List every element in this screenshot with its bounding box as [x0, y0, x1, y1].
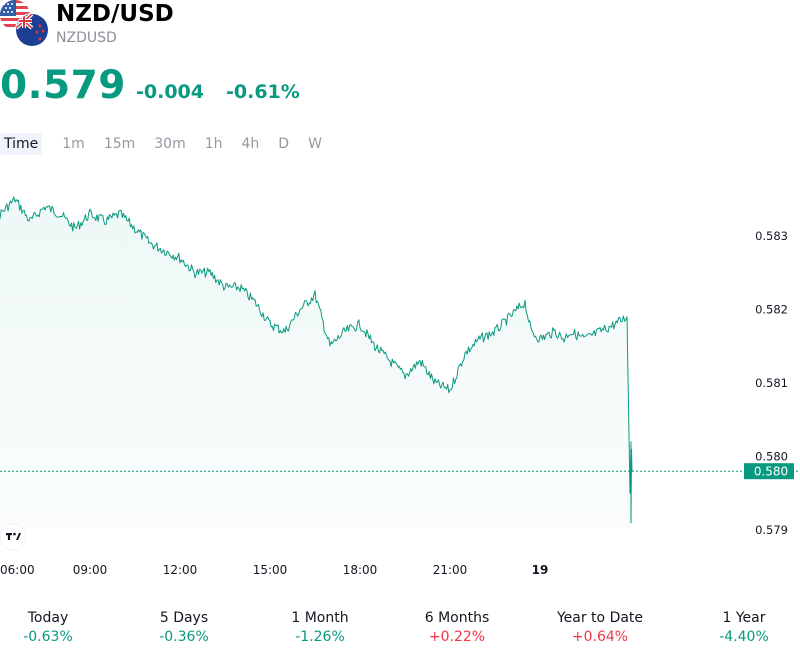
perf-label: Today: [27, 610, 69, 626]
perf-label: 1 Year: [722, 610, 766, 626]
perf-label: Year to Date: [556, 610, 644, 626]
interval-time[interactable]: Time: [0, 133, 43, 155]
perf-value: -0.63%: [23, 629, 73, 645]
x-tick-label: 15:00: [253, 563, 288, 577]
x-tick-label: 12:00: [163, 563, 198, 577]
last-price-tag: [744, 463, 794, 480]
perf-value: -4.40%: [719, 629, 769, 645]
y-tick-label: 0.583: [755, 229, 788, 243]
perf-value: +0.22%: [428, 629, 486, 645]
perf-1-month[interactable]: 1 Month -1.26%: [260, 610, 380, 645]
interval-30m[interactable]: 30m: [154, 136, 186, 152]
interval-d[interactable]: D: [278, 136, 290, 152]
perf-year-to-date[interactable]: Year to Date +0.64%: [540, 610, 660, 645]
perf-today[interactable]: Today -0.63%: [0, 610, 108, 645]
perf-label: 6 Months: [424, 610, 490, 626]
price-chart[interactable]: 0.580 0.583 0.582 0.581 0.580 0.579 06:00 09:0…: [0, 160, 800, 590]
perf-label: 1 Month: [291, 610, 349, 626]
perf-5-days[interactable]: 5 Days -0.36%: [124, 610, 244, 645]
price-line: [0, 196, 633, 524]
x-tick-label: 18:00: [343, 563, 378, 577]
x-tick-label: 19: [532, 563, 549, 577]
interval-selector: Time 1m 15m 30m 1h 4h D W: [0, 132, 341, 156]
price-change-percent: -0.61%: [226, 81, 300, 103]
last-price: 0.579: [0, 63, 126, 108]
y-tick-label: 0.579: [755, 523, 788, 537]
price-change-absolute: -0.004: [136, 81, 204, 103]
last-price-tag-label: 0.580: [754, 465, 788, 479]
x-tick-label: 06:00: [0, 563, 35, 577]
y-tick-label: 0.581: [755, 376, 788, 390]
y-tick-label: 0.580: [755, 450, 788, 464]
x-tick-label: 09:00: [73, 563, 108, 577]
tradingview-logo[interactable]: [0, 523, 27, 551]
interval-w[interactable]: W: [308, 136, 322, 152]
perf-6-months[interactable]: 6 Months +0.22%: [397, 610, 517, 645]
perf-value: -0.36%: [159, 629, 209, 645]
performance-summary: Today -0.63% 5 Days -0.36% 1 Month -1.26…: [0, 610, 800, 654]
symbol-title: NZD/USD: [56, 1, 174, 27]
price-area-fill: [0, 196, 632, 528]
currency-pair-flags: [0, 0, 50, 48]
perf-value: +0.64%: [571, 629, 629, 645]
interval-1m[interactable]: 1m: [62, 136, 85, 152]
perf-label: 5 Days: [159, 610, 209, 626]
perf-1-year[interactable]: 1 Year -4.40%: [684, 610, 800, 645]
y-tick-label: 0.582: [755, 303, 788, 317]
interval-1h[interactable]: 1h: [204, 136, 223, 152]
nz-flag-icon: [16, 14, 48, 46]
symbol-ticker: NZDUSD: [56, 30, 117, 46]
perf-value: -1.26%: [295, 629, 345, 645]
x-tick-label: 21:00: [433, 563, 468, 577]
interval-4h[interactable]: 4h: [241, 136, 260, 152]
interval-15m[interactable]: 15m: [103, 136, 136, 152]
